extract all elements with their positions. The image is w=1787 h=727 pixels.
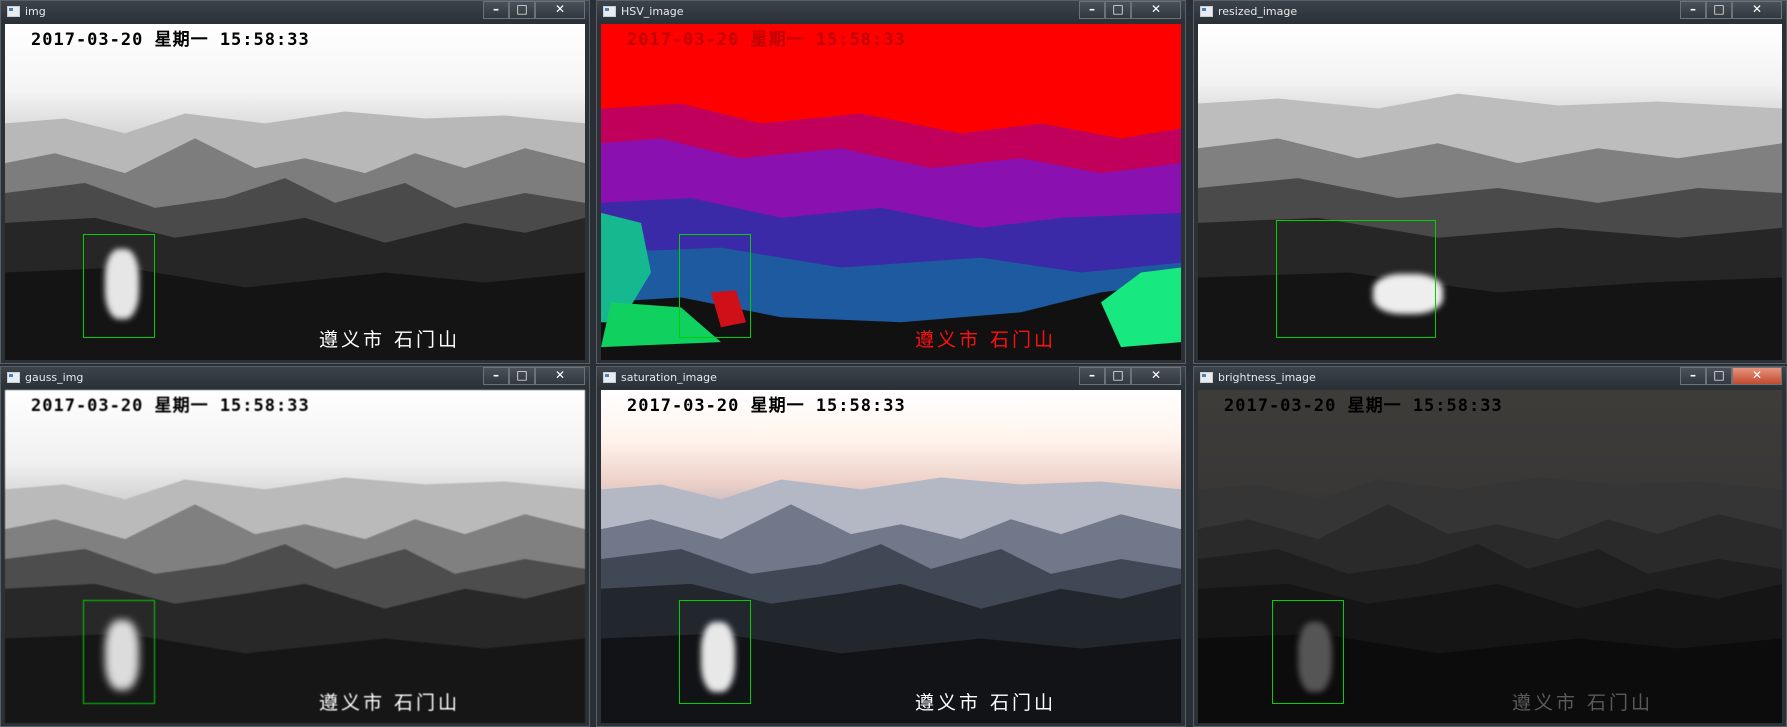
- detection-box: [1272, 600, 1344, 704]
- window-title: HSV_image: [621, 5, 684, 18]
- location-label: 遵义市 石门山: [1512, 692, 1654, 714]
- image-view: 2017-03-20 星期一 15:58:33 遵义市 石门山: [1198, 390, 1782, 723]
- detection-box: [679, 600, 751, 704]
- window-img[interactable]: img – □ ✕ 2017-03-20 星期一 15:58:33 遵义市 石门…: [0, 0, 590, 364]
- image-view: 2017-03-20 星期一 15:58:33 遵义市 石门山: [601, 390, 1181, 723]
- image-view: 2017-03-20 星期一 15:58:33 遵义市 石门山: [601, 24, 1181, 360]
- window-icon: [603, 372, 616, 383]
- image-view: [1198, 24, 1782, 360]
- smoke-plume: [701, 622, 735, 692]
- window-title: saturation_image: [621, 371, 717, 384]
- location-label: 遵义市 石门山: [915, 692, 1057, 714]
- title-bar[interactable]: resized_image – □ ✕: [1194, 1, 1786, 23]
- smoke-plume: [1298, 622, 1332, 692]
- landscape-image: [1198, 93, 1782, 360]
- minimize-button[interactable]: –: [483, 1, 509, 19]
- timestamp-overlay: 2017-03-20 星期一 15:58:33: [627, 396, 906, 416]
- landscape-image: [1198, 477, 1782, 723]
- timestamp-overlay: 2017-03-20 星期一 15:58:33: [1224, 396, 1503, 416]
- window-title: brightness_image: [1218, 371, 1316, 384]
- close-button[interactable]: ✕: [1732, 1, 1782, 19]
- maximize-button[interactable]: □: [1105, 1, 1131, 19]
- title-bar[interactable]: brightness_image – □ ✕: [1194, 367, 1786, 389]
- window-saturation-image[interactable]: saturation_image – □ ✕ 2017-03-20 星期一 15…: [596, 366, 1186, 727]
- maximize-button[interactable]: □: [1706, 1, 1732, 19]
- window-title: img: [25, 5, 46, 18]
- detection-box: [83, 234, 155, 338]
- maximize-button[interactable]: □: [509, 1, 535, 19]
- smoke-plume: [1373, 274, 1443, 314]
- location-label: 遵义市 石门山: [319, 692, 461, 714]
- window-title: resized_image: [1218, 5, 1298, 18]
- window-icon: [7, 6, 20, 17]
- window-brightness-image[interactable]: brightness_image – □ ✕ 2017-03-20 星期一 15…: [1193, 366, 1787, 727]
- minimize-button[interactable]: –: [1079, 367, 1105, 385]
- window-title: gauss_img: [25, 371, 84, 384]
- maximize-button[interactable]: □: [1105, 367, 1131, 385]
- detection-box: [1276, 220, 1436, 338]
- minimize-button[interactable]: –: [1079, 1, 1105, 19]
- location-label: 遵义市 石门山: [915, 329, 1057, 351]
- minimize-button[interactable]: –: [1680, 367, 1706, 385]
- image-view: 2017-03-20 星期一 15:58:33 遵义市 石门山: [5, 390, 585, 723]
- timestamp-overlay: 2017-03-20 星期一 15:58:33: [31, 396, 310, 416]
- title-bar[interactable]: gauss_img – □ ✕: [1, 367, 589, 389]
- close-button[interactable]: ✕: [1732, 367, 1782, 385]
- window-hsv-image[interactable]: HSV_image – □ ✕ 2017-03-20 星期一 15:58:33 …: [596, 0, 1186, 364]
- timestamp-overlay: 2017-03-20 星期一 15:58:33: [31, 30, 310, 50]
- window-gauss-img[interactable]: gauss_img – □ ✕ 2017-03-20 星期一 15:58:33 …: [0, 366, 590, 727]
- close-button[interactable]: ✕: [1131, 1, 1181, 19]
- smoke-plume: [105, 249, 139, 319]
- detection-box: [83, 600, 155, 704]
- timestamp-overlay: 2017-03-20 星期一 15:58:33: [627, 30, 906, 50]
- maximize-button[interactable]: □: [509, 367, 535, 385]
- title-bar[interactable]: img – □ ✕: [1, 1, 589, 23]
- window-icon: [1200, 6, 1213, 17]
- window-resized-image[interactable]: resized_image – □ ✕: [1193, 0, 1787, 364]
- maximize-button[interactable]: □: [1706, 367, 1732, 385]
- location-label: 遵义市 石门山: [319, 329, 461, 351]
- minimize-button[interactable]: –: [483, 367, 509, 385]
- title-bar[interactable]: HSV_image – □ ✕: [597, 1, 1185, 23]
- smoke-plume: [105, 620, 139, 690]
- detection-box: [679, 234, 751, 338]
- landscape-image: [601, 477, 1181, 723]
- title-bar[interactable]: saturation_image – □ ✕: [597, 367, 1185, 389]
- close-button[interactable]: ✕: [1131, 367, 1181, 385]
- close-button[interactable]: ✕: [535, 1, 585, 19]
- minimize-button[interactable]: –: [1680, 1, 1706, 19]
- close-button[interactable]: ✕: [535, 367, 585, 385]
- window-icon: [603, 6, 616, 17]
- image-view: 2017-03-20 星期一 15:58:33 遵义市 石门山: [5, 24, 585, 360]
- hsv-landscape-image: [601, 24, 1181, 360]
- landscape-image: [5, 111, 585, 360]
- window-icon: [7, 372, 20, 383]
- landscape-image: [5, 477, 585, 723]
- window-icon: [1200, 372, 1213, 383]
